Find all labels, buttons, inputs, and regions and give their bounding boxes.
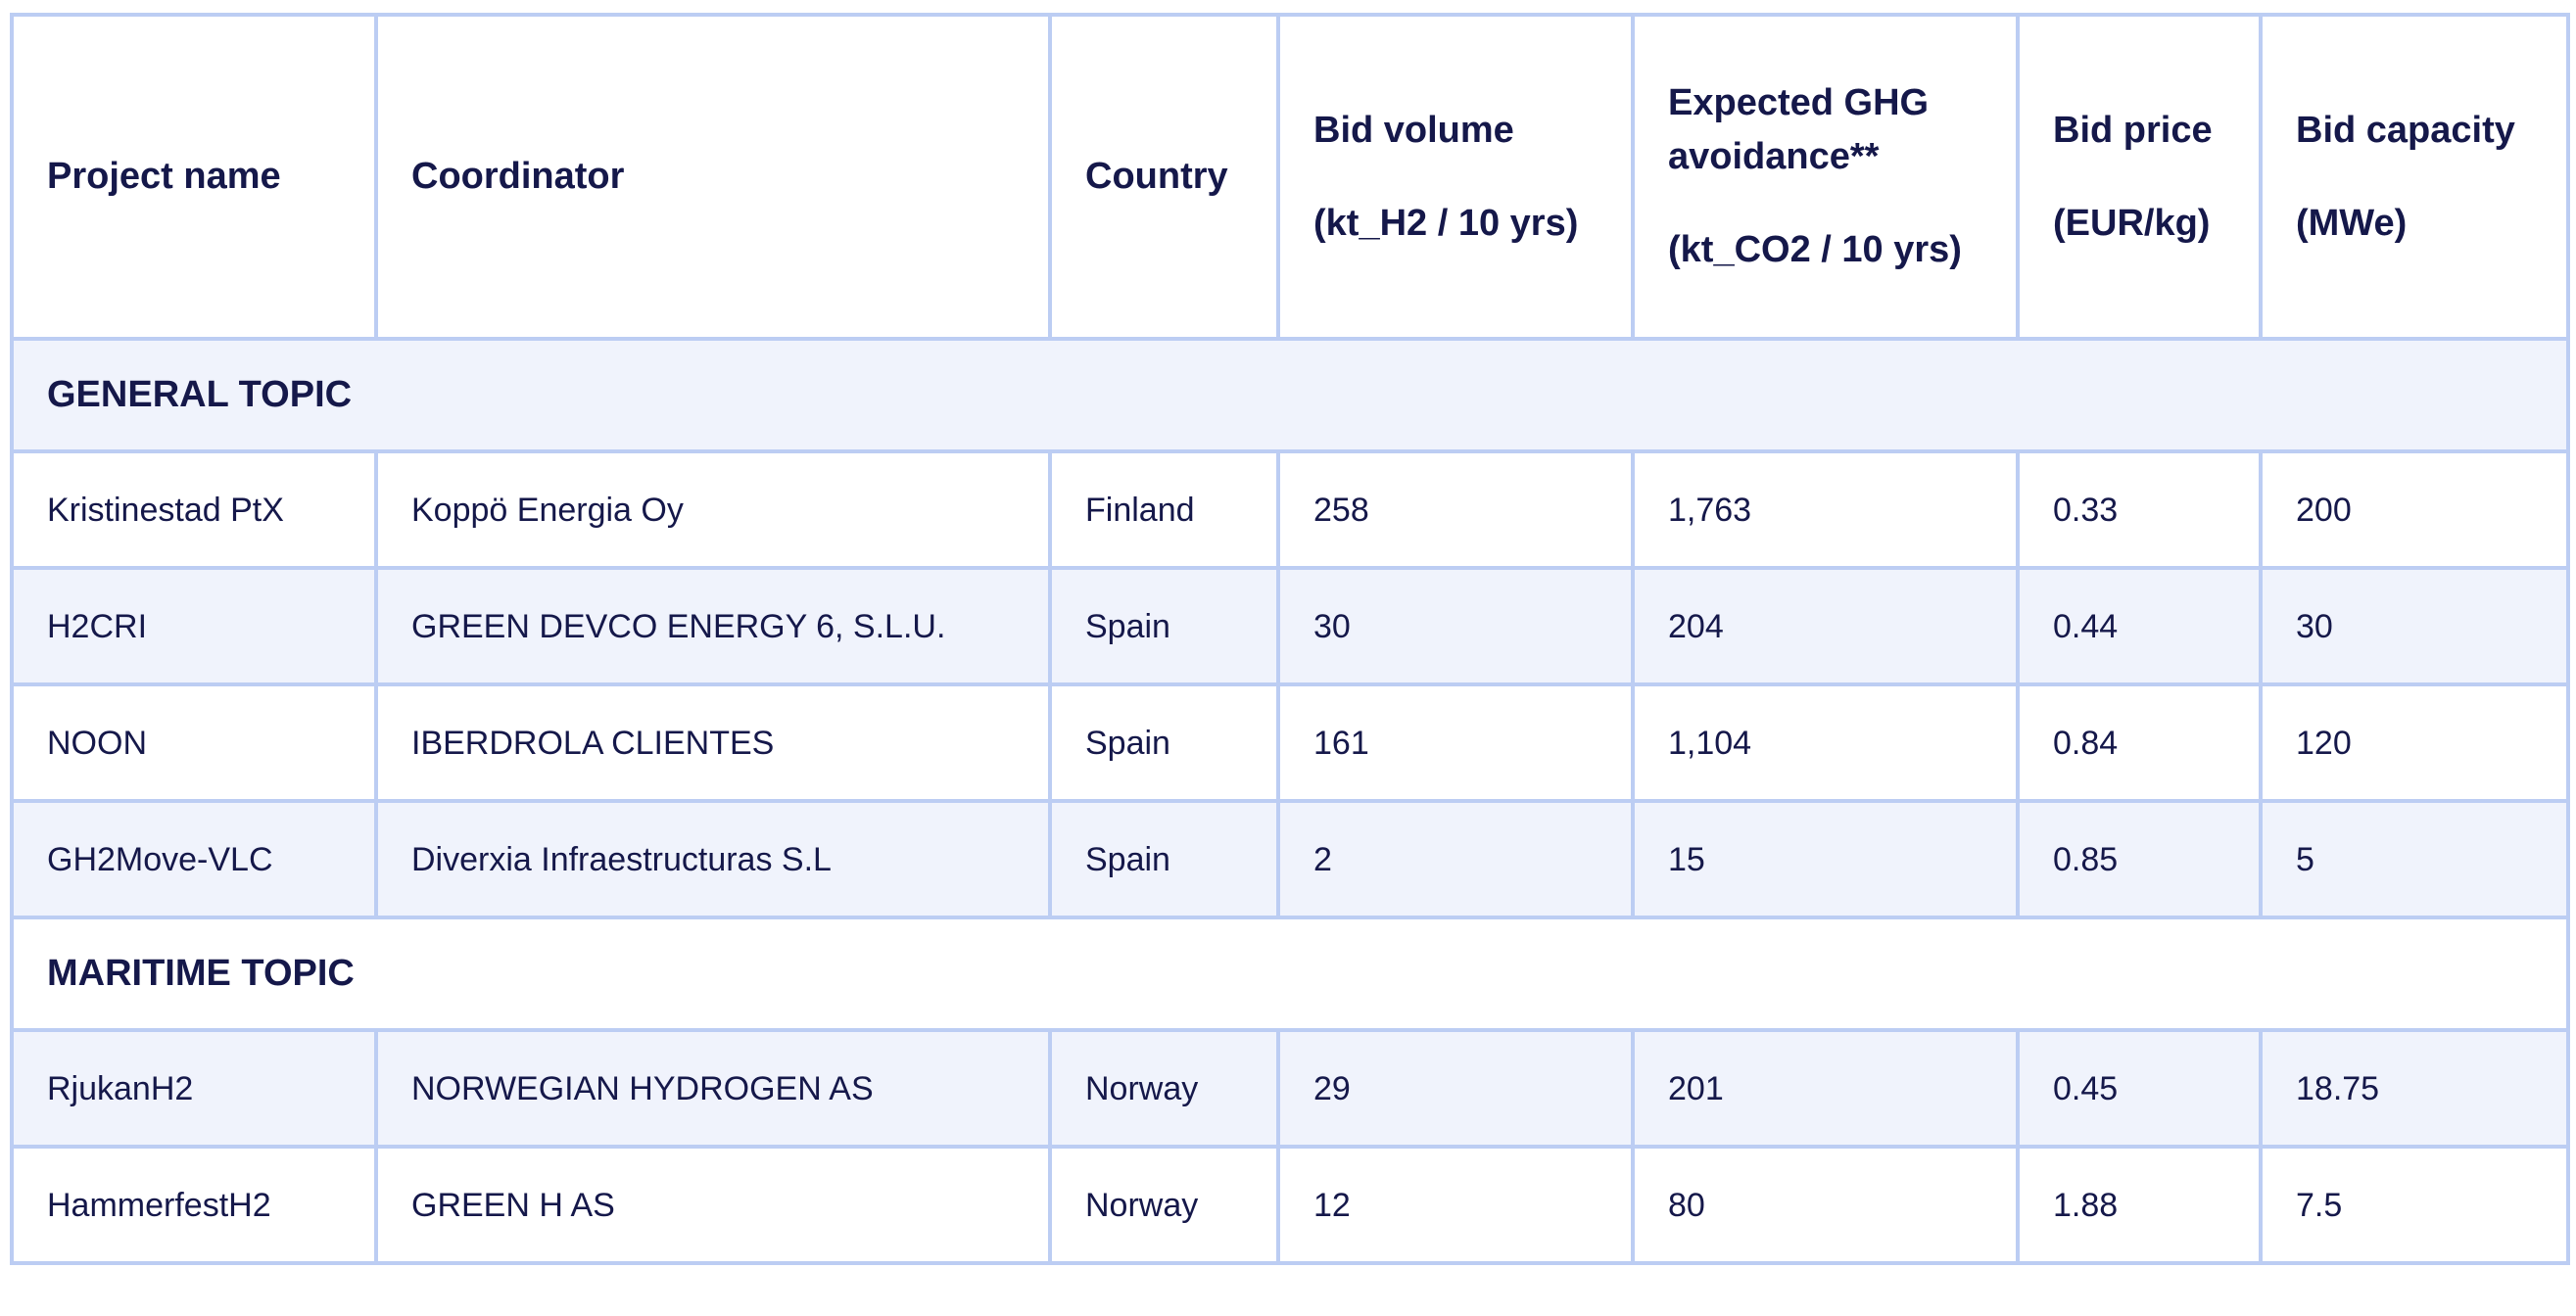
cell-ghg-avoidance: 1,104 [1631,682,2020,803]
section-title: MARITIME TOPIC [10,916,2570,1032]
column-label: Bid price [2053,109,2213,151]
cell-bid-volume: 29 [1276,1028,1635,1149]
cell-bid-capacity: 5 [2259,799,2570,919]
table-row-kristinestad-ptx: Kristinestad PtX Koppö Energia Oy Finlan… [10,449,2570,570]
cell-coordinator: IBERDROLA CLIENTES [374,682,1052,803]
col-header-ghg-avoidance: Expected GHG avoidance** (kt_CO2 / 10 yr… [1631,13,2020,341]
cell-country: Norway [1048,1028,1280,1149]
cell-ghg-avoidance: 204 [1631,566,2020,686]
section-row-maritime-topic: MARITIME TOPIC [10,916,2570,1032]
cell-bid-capacity: 120 [2259,682,2570,803]
cell-ghg-avoidance: 80 [1631,1145,2020,1265]
cell-bid-volume: 161 [1276,682,1635,803]
table-row-h2cri: H2CRI GREEN DEVCO ENERGY 6, S.L.U. Spain… [10,566,2570,686]
cell-bid-capacity: 200 [2259,449,2570,570]
cell-coordinator: GREEN H AS [374,1145,1052,1265]
column-unit: (kt_H2 / 10 yrs) [1313,202,1579,244]
cell-project-name: RjukanH2 [10,1028,378,1149]
table-row-rjukanh2: RjukanH2 NORWEGIAN HYDROGEN AS Norway 29… [10,1028,2570,1149]
cell-bid-capacity: 30 [2259,566,2570,686]
section-title: GENERAL TOPIC [10,337,2570,453]
column-label: Project name [47,156,281,197]
section-row-general-topic: GENERAL TOPIC [10,337,2570,453]
cell-coordinator: GREEN DEVCO ENERGY 6, S.L.U. [374,566,1052,686]
cell-country: Spain [1048,682,1280,803]
column-label: Coordinator [411,156,625,197]
cell-bid-price: 0.45 [2016,1028,2263,1149]
cell-bid-capacity: 7.5 [2259,1145,2570,1265]
cell-bid-price: 1.88 [2016,1145,2263,1265]
cell-bid-price: 0.33 [2016,449,2263,570]
table-row-hammerfesth2: HammerfestH2 GREEN H AS Norway 12 80 1.8… [10,1145,2570,1265]
cell-coordinator: Diverxia Infraestructuras S.L [374,799,1052,919]
col-header-country: Country [1048,13,1280,341]
column-label: Bid volume [1313,109,1514,151]
cell-bid-volume: 30 [1276,566,1635,686]
cell-bid-price: 0.85 [2016,799,2263,919]
cell-coordinator: NORWEGIAN HYDROGEN AS [374,1028,1052,1149]
cell-bid-volume: 258 [1276,449,1635,570]
col-header-coordinator: Coordinator [374,13,1052,341]
col-header-bid-price: Bid price (EUR/kg) [2016,13,2263,341]
cell-bid-price: 0.44 [2016,566,2263,686]
cell-project-name: Kristinestad PtX [10,449,378,570]
cell-bid-volume: 12 [1276,1145,1635,1265]
col-header-bid-volume: Bid volume (kt_H2 / 10 yrs) [1276,13,1635,341]
cell-country: Spain [1048,799,1280,919]
column-unit: (MWe) [2296,202,2408,244]
cell-project-name: GH2Move-VLC [10,799,378,919]
col-header-project-name: Project name [10,13,378,341]
column-label: Country [1085,156,1228,197]
cell-country: Norway [1048,1145,1280,1265]
bids-table: Project name Coordinator Country Bid vol… [10,13,2570,1265]
cell-ghg-avoidance: 15 [1631,799,2020,919]
column-unit: (kt_CO2 / 10 yrs) [1668,229,1962,270]
cell-project-name: HammerfestH2 [10,1145,378,1265]
page-body: Project name Coordinator Country Bid vol… [10,13,2570,1265]
cell-ghg-avoidance: 201 [1631,1028,2020,1149]
cell-ghg-avoidance: 1,763 [1631,449,2020,570]
table-row-noon: NOON IBERDROLA CLIENTES Spain 161 1,104 … [10,682,2570,803]
table-row-gh2move-vlc: GH2Move-VLC Diverxia Infraestructuras S.… [10,799,2570,919]
cell-project-name: NOON [10,682,378,803]
cell-coordinator: Koppö Energia Oy [374,449,1052,570]
column-unit: (EUR/kg) [2053,202,2211,244]
col-header-bid-capacity: Bid capacity (MWe) [2259,13,2570,341]
column-label: Bid capacity [2296,109,2515,151]
cell-project-name: H2CRI [10,566,378,686]
cell-bid-capacity: 18.75 [2259,1028,2570,1149]
cell-country: Finland [1048,449,1280,570]
header-row: Project name Coordinator Country Bid vol… [10,13,2570,341]
cell-bid-price: 0.84 [2016,682,2263,803]
column-label: Expected GHG avoidance** [1668,82,1930,177]
cell-country: Spain [1048,566,1280,686]
cell-bid-volume: 2 [1276,799,1635,919]
